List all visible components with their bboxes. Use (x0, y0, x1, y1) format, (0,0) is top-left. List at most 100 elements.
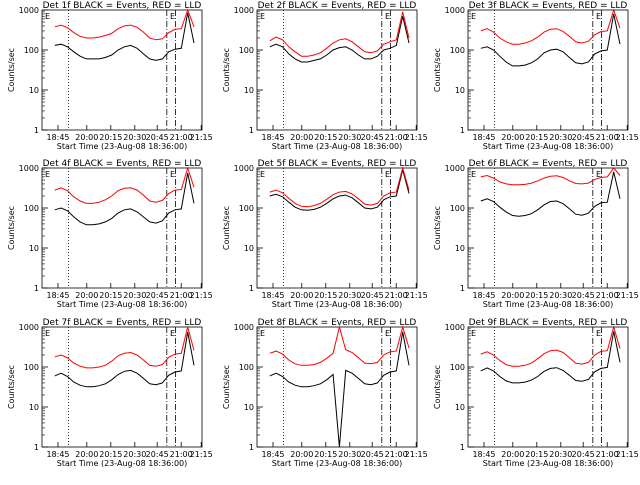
x-tick-label: 21:00 (170, 450, 193, 459)
x-tick-label: 20:15 (314, 133, 337, 142)
series-line-events (54, 12, 195, 61)
y-tick-label: 1000 (19, 323, 39, 332)
x-tick-label: 20:15 (99, 133, 122, 142)
plot-frame (467, 326, 629, 448)
x-axis-label: Start Time (23-Aug-08 18:36:00) (272, 300, 403, 309)
plot-frame (256, 9, 418, 131)
x-tick-label: 20:15 (99, 450, 122, 459)
legend-marker: E (260, 329, 265, 338)
y-tick-label: 100 (450, 204, 465, 213)
x-axis-label: Start Time (23-Aug-08 18:36:00) (483, 459, 614, 468)
y-tick-label: 1000 (445, 323, 465, 332)
legend-marker: E (170, 170, 175, 179)
x-tick-label: 20:45 (146, 133, 169, 142)
y-tick-label: 1000 (234, 6, 254, 15)
x-tick-label: 21:15 (616, 450, 639, 459)
x-tick-label: 20:45 (572, 133, 595, 142)
x-tick-label: 20:45 (361, 450, 384, 459)
y-tick-label: 100 (450, 46, 465, 55)
x-tick-label: 20:00 (75, 291, 98, 300)
y-tick-label: 1000 (445, 164, 465, 173)
chart-title: Det 9f BLACK = Events, RED = LLD (469, 318, 628, 328)
x-axis-label: Start Time (23-Aug-08 18:36:00) (57, 142, 188, 151)
y-tick-label: 1 (249, 284, 254, 293)
x-tick-label: 20:15 (525, 133, 548, 142)
y-tick-label: 1 (34, 126, 39, 135)
series-line-lld (54, 166, 195, 204)
x-tick-label: 21:00 (385, 450, 408, 459)
series-line-lld (269, 166, 410, 208)
x-tick-label: 20:00 (290, 133, 313, 142)
plot-frame (256, 326, 418, 448)
chart-panel-4: Det 4f BLACK = Events, RED = LLD 1 10 100 10… (7, 159, 213, 309)
y-tick-label: 10 (244, 86, 254, 95)
legend-marker: E (596, 170, 601, 179)
x-tick-label: 21:00 (170, 133, 193, 142)
chart-panel-8: Det 8f BLACK = Events, RED = LLD 1 10 100 10… (222, 318, 428, 468)
x-tick-label: 21:15 (190, 133, 213, 142)
series-line-lld (480, 325, 621, 367)
y-axis-label: Counts/sec (433, 365, 442, 409)
x-tick-label: 20:30 (338, 450, 361, 459)
y-axis-label: Counts/sec (222, 48, 231, 92)
x-tick-label: 20:45 (146, 291, 169, 300)
y-tick-label: 1 (460, 126, 465, 135)
y-tick-label: 10 (455, 403, 465, 412)
x-tick-label: 20:45 (361, 291, 384, 300)
chart-panel-1: Det 1f BLACK = Events, RED = LLD 1 10 100 10… (7, 1, 213, 151)
legend-marker: E (596, 12, 601, 21)
y-tick-label: 1000 (19, 164, 39, 173)
series-line-lld (54, 8, 195, 41)
chart-title: Det 3f BLACK = Events, RED = LLD (469, 1, 628, 11)
x-tick-label: 20:45 (146, 450, 169, 459)
x-tick-label: 21:15 (190, 291, 213, 300)
legend-marker: E (596, 329, 601, 338)
x-tick-label: 21:15 (405, 450, 428, 459)
x-tick-label: 20:00 (75, 133, 98, 142)
x-tick-label: 21:15 (405, 133, 428, 142)
y-tick-label: 10 (29, 86, 39, 95)
legend-marker: E (45, 12, 50, 21)
x-tick-label: 18:45 (261, 291, 284, 300)
series-line-events (480, 13, 621, 67)
x-axis-label: Start Time (23-Aug-08 18:36:00) (483, 300, 614, 309)
series-line-lld (480, 8, 621, 45)
y-axis-label: Counts/sec (7, 48, 16, 92)
legend-marker: E (471, 329, 476, 338)
chart-title: Det 8f BLACK = Events, RED = LLD (258, 318, 417, 328)
series-line-events (480, 331, 621, 384)
y-tick-label: 1000 (445, 6, 465, 15)
x-tick-label: 21:00 (596, 450, 619, 459)
y-axis-label: Counts/sec (222, 365, 231, 409)
x-tick-label: 20:15 (525, 450, 548, 459)
legend-marker: E (260, 12, 265, 21)
chart-panel-2: Det 2f BLACK = Events, RED = LLD 1 10 100 10… (222, 1, 428, 151)
x-tick-label: 20:30 (549, 450, 572, 459)
series-line-lld (269, 325, 410, 366)
series-line-events (54, 172, 195, 226)
y-axis-label: Counts/sec (7, 206, 16, 250)
chart-title: Det 6f BLACK = Events, RED = LLD (469, 159, 628, 169)
y-tick-label: 10 (455, 244, 465, 253)
x-tick-label: 20:30 (123, 133, 146, 142)
x-tick-label: 21:00 (596, 291, 619, 300)
legend-marker: E (385, 170, 390, 179)
legend-marker: E (45, 329, 50, 338)
x-axis-label: Start Time (23-Aug-08 18:36:00) (272, 142, 403, 151)
x-tick-label: 20:00 (501, 133, 524, 142)
y-axis-label: Counts/sec (433, 48, 442, 92)
y-tick-label: 10 (244, 403, 254, 412)
x-tick-label: 21:00 (385, 291, 408, 300)
series-line-lld (269, 11, 410, 57)
y-tick-label: 1000 (234, 323, 254, 332)
x-tick-label: 18:45 (472, 133, 495, 142)
y-tick-label: 1 (460, 284, 465, 293)
y-tick-label: 100 (24, 46, 39, 55)
y-tick-label: 10 (29, 244, 39, 253)
y-tick-label: 1 (249, 126, 254, 135)
y-axis-label: Counts/sec (222, 206, 231, 250)
x-tick-label: 18:45 (46, 133, 69, 142)
y-tick-label: 1000 (19, 6, 39, 15)
